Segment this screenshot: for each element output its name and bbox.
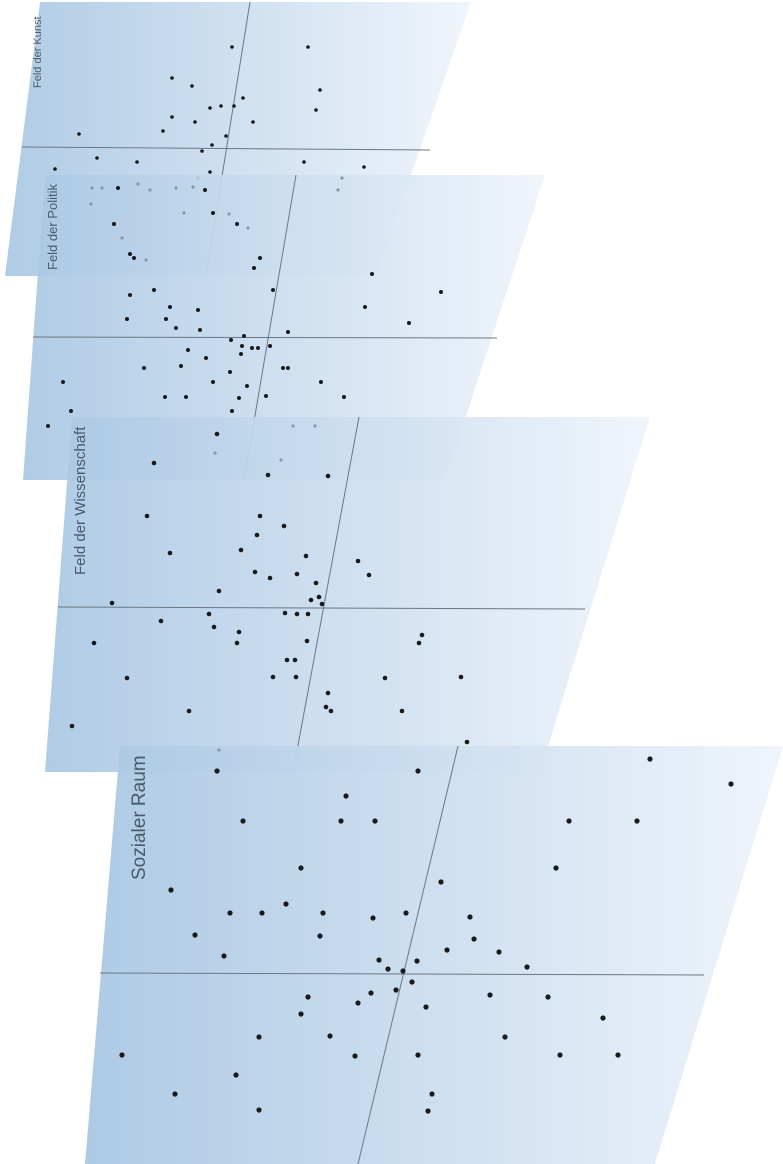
plane-wissenschaft: Feld der Wissenschaft	[45, 416, 650, 773]
plane-politik: Feld der Politik	[23, 174, 545, 481]
plane-sozial-dots	[119, 756, 734, 1114]
plane-wissenschaft-vertical-axis	[292, 416, 360, 773]
plane-sozial-vertical-axis	[357, 745, 459, 1164]
plane-politik-faded-dots	[89, 176, 344, 262]
plane-sozial-horizontal-axis	[99, 972, 705, 976]
plane-politik-label: Feld der Politik	[45, 184, 60, 270]
plane-sozial-label: Sozialer Raum	[129, 755, 150, 880]
plane-sozial: Sozialer Raum	[85, 745, 783, 1164]
plane-kunst-horizontal-axis	[21, 146, 431, 151]
plane-politik-surface	[23, 175, 545, 480]
plane-wissenschaft-dots	[69, 431, 470, 745]
plane-wissenschaft-horizontal-axis	[57, 606, 586, 610]
plane-sozial-faded-dots	[217, 748, 221, 752]
plane-wissenschaft-faded-dots	[213, 424, 317, 462]
plane-wissenschaft-surface	[45, 417, 650, 772]
plane-kunst-label: Feld der Kunst	[32, 16, 44, 88]
plane-wissenschaft-label: Feld der Wissenschaft	[72, 426, 89, 575]
plane-sozial-surface	[85, 746, 783, 1164]
plane-politik-dots	[46, 186, 443, 428]
plane-politik-horizontal-axis	[32, 336, 498, 339]
